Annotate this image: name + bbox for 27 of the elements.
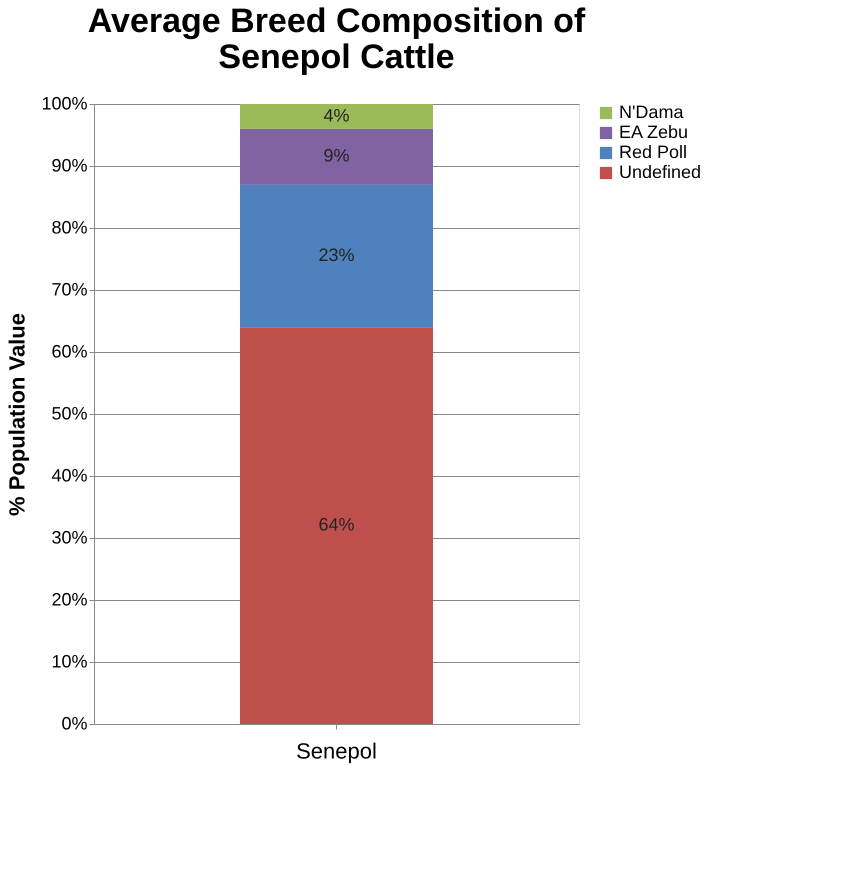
legend-label: EA Zebu <box>619 122 688 142</box>
text: Average Breed Composition of <box>88 2 586 40</box>
legend-label: Red Poll <box>619 142 688 162</box>
y-tick-label: 90% <box>51 156 88 176</box>
y-tick-label: 50% <box>51 404 88 424</box>
y-tick-label: 10% <box>51 652 88 672</box>
y-tick-label: 40% <box>51 466 88 486</box>
y-tick-label: 80% <box>51 218 88 238</box>
y-tick-label: 0% <box>61 714 88 734</box>
legend-label: Undefined <box>619 162 702 182</box>
bar <box>240 104 433 129</box>
text: Senepol Cattle <box>218 38 455 76</box>
y-tick-label: 70% <box>51 280 88 300</box>
data-label: 23% <box>318 244 355 265</box>
y-tick-label: 20% <box>51 590 88 610</box>
bar <box>240 128 433 185</box>
y-tick-label: 100% <box>41 94 88 114</box>
data-label: 9% <box>323 146 350 166</box>
legend-label: N'Dama <box>619 102 684 122</box>
x-tick-label: Senepol <box>296 738 377 764</box>
data-label: 64% <box>318 514 355 535</box>
bar <box>240 184 433 328</box>
data-label: 4% <box>323 105 350 126</box>
bar <box>240 327 433 724</box>
y-tick-label: 30% <box>51 528 88 548</box>
y-tick-label: 60% <box>51 342 88 362</box>
y-axis-title: % Population Value <box>4 313 30 516</box>
